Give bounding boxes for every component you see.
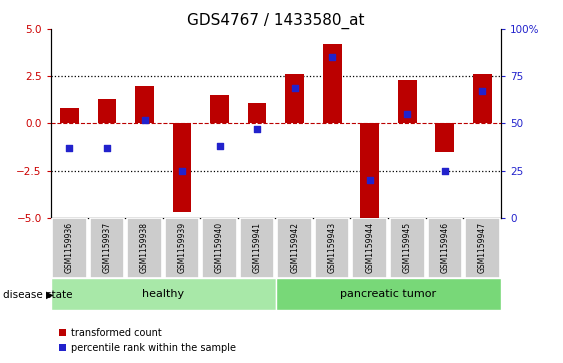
FancyBboxPatch shape xyxy=(390,218,425,278)
Text: GSM1159946: GSM1159946 xyxy=(440,222,449,273)
FancyBboxPatch shape xyxy=(165,218,199,278)
Bar xyxy=(398,80,417,123)
Point xyxy=(177,168,186,174)
Bar xyxy=(323,44,342,123)
Bar xyxy=(210,95,229,123)
FancyBboxPatch shape xyxy=(52,218,87,278)
Bar xyxy=(60,108,79,123)
Text: GSM1159940: GSM1159940 xyxy=(215,222,224,273)
Text: healthy: healthy xyxy=(142,289,184,299)
Text: disease state: disease state xyxy=(3,290,72,300)
FancyBboxPatch shape xyxy=(276,278,501,310)
FancyBboxPatch shape xyxy=(127,218,162,278)
FancyBboxPatch shape xyxy=(90,218,124,278)
Text: GSM1159944: GSM1159944 xyxy=(365,222,374,273)
Text: GSM1159938: GSM1159938 xyxy=(140,222,149,273)
Point xyxy=(290,85,299,90)
Text: GSM1159943: GSM1159943 xyxy=(328,222,337,273)
Bar xyxy=(135,86,154,123)
FancyBboxPatch shape xyxy=(465,218,499,278)
Point xyxy=(65,145,74,151)
Text: GSM1159947: GSM1159947 xyxy=(478,222,487,273)
Point xyxy=(253,126,262,132)
Bar xyxy=(173,123,191,212)
Point xyxy=(365,177,374,183)
Bar xyxy=(360,123,379,218)
Point xyxy=(102,145,111,151)
Point xyxy=(440,168,449,174)
FancyBboxPatch shape xyxy=(315,218,350,278)
Text: ▶: ▶ xyxy=(46,290,53,300)
Text: GSM1159937: GSM1159937 xyxy=(102,222,111,273)
FancyBboxPatch shape xyxy=(240,218,274,278)
Point xyxy=(478,89,487,94)
Bar xyxy=(435,123,454,152)
Text: GSM1159939: GSM1159939 xyxy=(177,222,186,273)
Point xyxy=(328,54,337,60)
Bar xyxy=(97,99,117,123)
Text: GSM1159941: GSM1159941 xyxy=(253,222,262,273)
Bar xyxy=(248,103,266,123)
FancyBboxPatch shape xyxy=(51,278,276,310)
FancyBboxPatch shape xyxy=(352,218,387,278)
Bar xyxy=(473,74,491,123)
Text: GSM1159936: GSM1159936 xyxy=(65,222,74,273)
Bar xyxy=(285,74,304,123)
Legend: transformed count, percentile rank within the sample: transformed count, percentile rank withi… xyxy=(56,324,240,357)
FancyBboxPatch shape xyxy=(427,218,462,278)
FancyBboxPatch shape xyxy=(278,218,312,278)
Text: GSM1159945: GSM1159945 xyxy=(403,222,412,273)
Title: GDS4767 / 1433580_at: GDS4767 / 1433580_at xyxy=(187,13,365,29)
Text: pancreatic tumor: pancreatic tumor xyxy=(341,289,436,299)
Text: GSM1159942: GSM1159942 xyxy=(290,222,299,273)
Point xyxy=(140,117,149,123)
FancyBboxPatch shape xyxy=(202,218,237,278)
Point xyxy=(403,111,412,117)
Point xyxy=(215,143,224,149)
